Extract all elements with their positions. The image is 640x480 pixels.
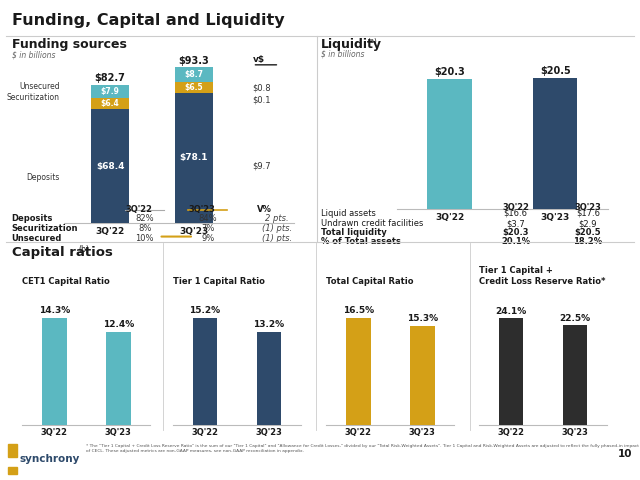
Text: $8.7: $8.7	[184, 70, 204, 79]
Bar	[193, 318, 217, 425]
Text: 3Q'22: 3Q'22	[502, 203, 529, 212]
Text: Deposits: Deposits	[26, 173, 60, 182]
Text: $0.1: $0.1	[253, 96, 271, 105]
Text: (1) pts.: (1) pts.	[262, 224, 292, 233]
Bar	[8, 444, 17, 457]
Text: 22.5%: 22.5%	[559, 314, 590, 323]
Text: Securitization: Securitization	[12, 224, 78, 233]
Text: $20.3: $20.3	[434, 67, 465, 77]
Text: Liquid assets: Liquid assets	[321, 209, 376, 218]
Text: Funding sources: Funding sources	[12, 38, 126, 51]
Text: $7.9: $7.9	[100, 87, 120, 96]
Text: 9%: 9%	[201, 234, 214, 243]
Bar	[499, 318, 523, 425]
Text: 84%: 84%	[198, 214, 217, 223]
Text: $20.5: $20.5	[540, 66, 571, 76]
Text: $93.3: $93.3	[179, 56, 209, 66]
Text: $ in billions: $ in billions	[12, 50, 55, 60]
Text: $6.4: $6.4	[100, 99, 120, 108]
Text: $20.3: $20.3	[502, 228, 529, 238]
Text: 15.3%: 15.3%	[407, 314, 438, 323]
Text: 18.2%: 18.2%	[573, 237, 602, 246]
Bar	[533, 78, 577, 209]
Text: 3Q'22: 3Q'22	[125, 205, 152, 215]
Text: 8%: 8%	[138, 224, 152, 233]
Bar	[42, 318, 67, 425]
Text: Tier 1 Capital Ratio: Tier 1 Capital Ratio	[173, 277, 265, 286]
Text: $20.5: $20.5	[575, 228, 601, 238]
Text: % of Total assets: % of Total assets	[321, 237, 401, 246]
Text: V%: V%	[257, 205, 272, 215]
Text: $17.6: $17.6	[576, 209, 600, 218]
Text: 7%: 7%	[201, 224, 214, 233]
Text: 15.2%: 15.2%	[189, 306, 220, 315]
Text: 14.3%: 14.3%	[39, 306, 70, 315]
Text: $0.8: $0.8	[253, 84, 271, 93]
Text: 3Q'23: 3Q'23	[575, 203, 601, 212]
Bar	[410, 326, 435, 425]
Text: 10%: 10%	[136, 234, 154, 243]
Text: 82%: 82%	[136, 214, 154, 223]
Text: Tier 1 Capital +
Credit Loss Reserve Ratio*: Tier 1 Capital + Credit Loss Reserve Rat…	[479, 266, 605, 286]
Text: 10: 10	[618, 449, 632, 459]
Bar	[175, 82, 212, 93]
Text: 12.4%: 12.4%	[103, 320, 134, 329]
Text: Total Capital Ratio: Total Capital Ratio	[326, 277, 414, 286]
Text: $3.7: $3.7	[506, 219, 525, 228]
Bar	[563, 325, 587, 425]
Text: $6.5: $6.5	[184, 83, 203, 92]
Bar	[92, 98, 129, 109]
Text: $2.9: $2.9	[579, 219, 597, 228]
Text: 3Q'23: 3Q'23	[188, 205, 215, 215]
Bar	[175, 93, 212, 223]
Text: 16.5%: 16.5%	[343, 306, 374, 315]
Bar	[257, 332, 281, 425]
Text: Capital ratios: Capital ratios	[12, 246, 113, 259]
Bar	[106, 332, 131, 425]
Text: $9.7: $9.7	[253, 162, 271, 170]
Text: $16.6: $16.6	[504, 209, 528, 218]
Bar	[8, 467, 17, 474]
Text: Liquidity: Liquidity	[321, 38, 382, 51]
Text: 13.2%: 13.2%	[253, 320, 284, 329]
Text: v$: v$	[253, 55, 264, 64]
Bar	[92, 85, 129, 98]
Text: Deposits: Deposits	[12, 214, 53, 223]
Text: Undrawn credit facilities: Undrawn credit facilities	[321, 219, 424, 228]
Text: $78.1: $78.1	[180, 154, 208, 162]
Text: $ in billions: $ in billions	[321, 50, 365, 59]
Text: 20.1%: 20.1%	[501, 237, 531, 246]
Text: (1) pts.: (1) pts.	[262, 234, 292, 243]
Text: Total liquidity: Total liquidity	[321, 228, 387, 238]
Text: (a): (a)	[367, 38, 377, 45]
Bar	[175, 67, 212, 82]
Text: Funding, Capital and Liquidity: Funding, Capital and Liquidity	[12, 13, 284, 28]
Text: 24.1%: 24.1%	[495, 307, 526, 316]
Text: $82.7: $82.7	[95, 73, 125, 84]
Text: (b): (b)	[79, 245, 90, 254]
Bar	[428, 79, 472, 209]
Text: 2 pts.: 2 pts.	[265, 214, 289, 223]
Text: synchrony: synchrony	[20, 454, 80, 464]
Text: Unsecured
Securitization: Unsecured Securitization	[7, 82, 60, 102]
Text: Unsecured: Unsecured	[12, 234, 62, 243]
Bar	[92, 109, 129, 223]
Bar	[346, 318, 371, 425]
Text: * The "Tier 1 Capital + Credit Loss Reserve Ratio" is the sum of our "Tier 1 Cap: * The "Tier 1 Capital + Credit Loss Rese…	[86, 444, 639, 453]
Text: CET1 Capital Ratio: CET1 Capital Ratio	[22, 277, 110, 286]
Text: $68.4: $68.4	[96, 162, 124, 170]
